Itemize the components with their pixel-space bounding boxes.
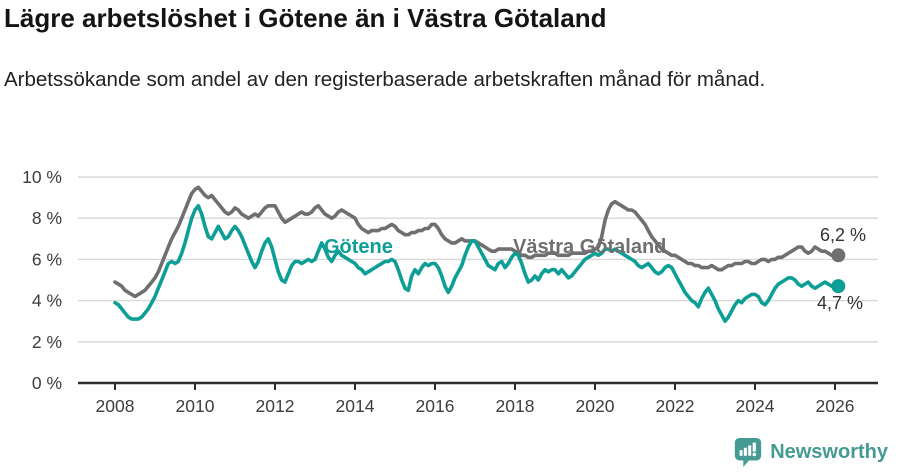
x-tick-label: 2024	[736, 396, 775, 416]
series-label-vastra-gotaland: Västra Götaland	[513, 236, 666, 258]
x-tick-label: 2022	[656, 396, 695, 416]
series-line-gotene	[113, 203, 841, 323]
y-tick-label: 0 %	[32, 373, 62, 393]
x-tick-label: 2008	[96, 396, 135, 416]
series-end-dot-gotene	[831, 279, 846, 294]
series-lines	[113, 185, 846, 323]
gridlines	[78, 176, 878, 343]
chart-title: Lägre arbetslöshet i Götene än i Västra …	[4, 3, 607, 33]
x-tick-label: 2016	[416, 396, 455, 416]
series-end-dot-vastra-gotaland	[831, 248, 846, 263]
series-label-gotene: Götene	[324, 236, 393, 258]
x-tick-label: 2020	[576, 396, 615, 416]
y-tick-label: 4 %	[32, 291, 62, 311]
x-tick-label: 2026	[816, 396, 855, 416]
x-tick-label: 2018	[496, 396, 535, 416]
end-value-label-gotene: 4,7 %	[817, 293, 863, 313]
brand-name: Newsworthy	[770, 440, 888, 463]
x-tick-label: 2010	[176, 396, 215, 416]
y-tick-label: 8 %	[32, 208, 62, 228]
end-value-label-vastra-gotaland: 6,2 %	[820, 225, 866, 245]
x-tick-label: 2012	[256, 396, 295, 416]
line-chart: 2008 2010 2012 2014 2016 2018 2020 2022 2024 2026…	[22, 167, 878, 416]
newsworthy-logo[interactable]: Newsworthy	[733, 436, 888, 468]
y-tick-label: 6 %	[32, 249, 62, 269]
bar-chart-speech-bubble-icon	[735, 437, 762, 467]
y-tick-label: 2 %	[32, 332, 62, 352]
x-axis: 2008 2010 2012 2014 2016 2018 2020 2022 2024 2026	[78, 381, 878, 416]
y-axis-labels: 0 % 2 % 4 % 6 % 8 % 10 %	[22, 167, 62, 393]
x-tick-label: 2014	[336, 396, 375, 416]
chart-subtitle: Arbetssökande som andel av den registerb…	[4, 68, 766, 91]
y-tick-label: 10 %	[22, 167, 62, 187]
